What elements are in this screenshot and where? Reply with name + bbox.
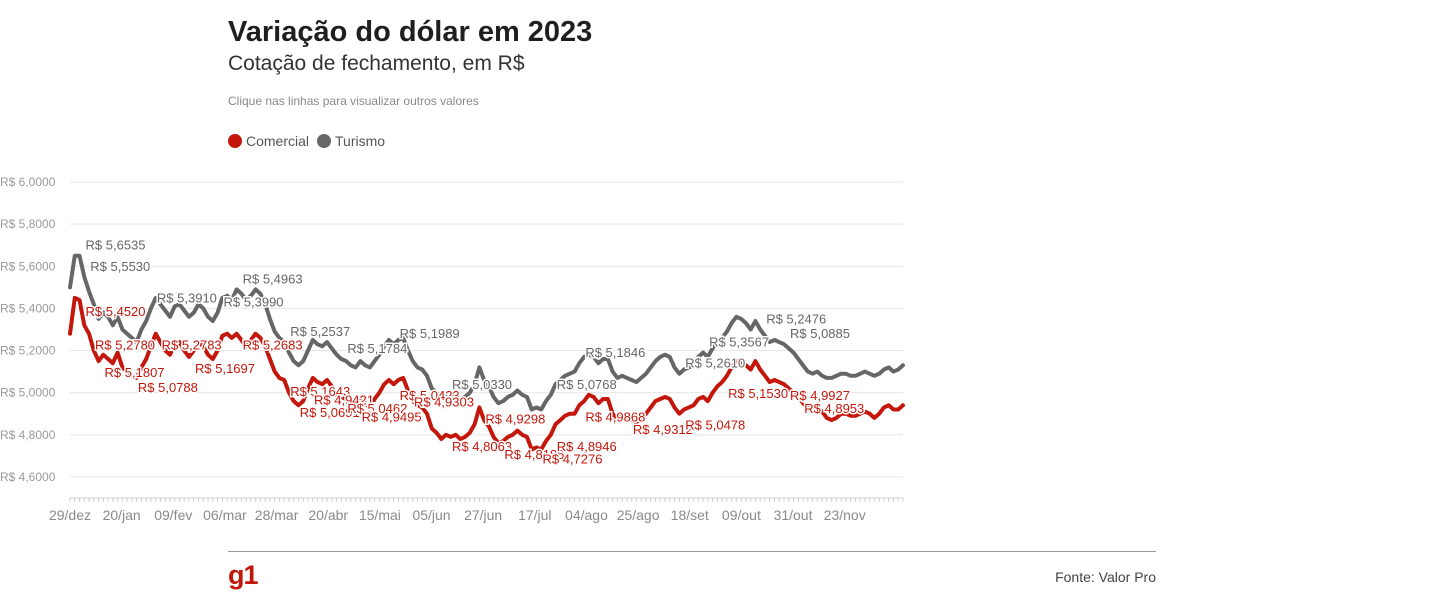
x-tick-label: 31/out <box>774 507 813 523</box>
data-label: R$ 5,1846 <box>585 345 645 360</box>
series-lines[interactable] <box>68 253 905 452</box>
y-axis: R$ 6,0000 R$ 5,8000 R$ 5,6000 R$ 5,4000 R$ 5… <box>0 175 56 484</box>
x-tick-label: 23/nov <box>824 507 866 523</box>
data-label: R$ 5,1530 <box>728 386 788 401</box>
y-tick-label: R$ 5,6000 <box>0 259 56 273</box>
data-label: R$ 5,4520 <box>86 304 146 319</box>
data-label: R$ 4,9312 <box>633 422 693 437</box>
source-note: Fonte: Valor Pro <box>1055 569 1156 585</box>
x-tick-label: 20/abr <box>308 507 348 523</box>
data-label: R$ 5,0462 <box>347 401 407 416</box>
x-tick-label: 25/ago <box>617 507 660 523</box>
data-label: R$ 4,9495 <box>362 409 422 424</box>
data-label: R$ 4,9927 <box>790 388 850 403</box>
y-tick-label: R$ 6,0000 <box>0 175 56 189</box>
y-tick-label: R$ 5,2000 <box>0 344 56 358</box>
chart-title: Variação do dólar em 2023 <box>228 16 593 48</box>
x-tick-label: 05/jun <box>412 507 450 523</box>
data-label: R$ 5,1697 <box>195 361 255 376</box>
data-label: R$ 5,2683 <box>243 338 303 353</box>
chart-card: Variação do dólar em 2023 Cotação de fec… <box>228 0 1156 598</box>
series-line-turismo[interactable] <box>68 253 905 412</box>
legend-item-comercial[interactable]: Comercial <box>228 133 309 149</box>
data-label: R$ 4,8953 <box>804 401 864 416</box>
x-tick-label: 06/mar <box>203 507 247 523</box>
x-axis: 29/dez 20/jan 09/fev 06/mar 28/mar 20/abr 15/m… <box>49 497 904 523</box>
legend-label: Comercial <box>246 133 310 149</box>
data-label: R$ 5,2537 <box>290 324 350 339</box>
y-tick-label: R$ 4,6000 <box>0 470 56 484</box>
data-label: R$ 4,8946 <box>557 439 617 454</box>
x-tick-label: 09/fev <box>154 507 192 523</box>
line-chart: R$ 6,0000 R$ 5,8000 R$ 5,6000 R$ 5,4000 R$ 5… <box>0 175 905 523</box>
data-label: R$ 5,0885 <box>790 326 850 341</box>
legend: Comercial Turismo <box>228 133 393 149</box>
data-label: R$ 5,0478 <box>685 418 745 433</box>
footer-divider <box>228 551 1156 552</box>
chart-subtitle: Cotação de fechamento, em R$ <box>228 52 525 75</box>
data-label: R$ 4,8063 <box>452 439 512 454</box>
legend-dot-icon <box>228 134 242 148</box>
instruction-text: Clique nas linhas para visualizar outros… <box>228 94 479 108</box>
y-tick-label: R$ 5,8000 <box>0 217 56 231</box>
x-tick-label: 20/jan <box>103 507 141 523</box>
data-label: R$ 5,3990 <box>224 295 284 310</box>
x-tick-label: 04/ago <box>565 507 608 523</box>
x-tick-label: 15/mai <box>359 507 401 523</box>
y-tick-label: R$ 5,4000 <box>0 301 56 315</box>
data-label: R$ 4,7276 <box>542 451 602 466</box>
grid <box>70 181 903 478</box>
data-label: R$ 5,1989 <box>400 326 460 341</box>
x-tick-label: 09/out <box>722 507 761 523</box>
legend-dot-icon <box>317 134 332 148</box>
data-label: R$ 5,0330 <box>452 377 512 392</box>
data-label: R$ 5,1807 <box>105 365 165 380</box>
y-tick-label: R$ 4,8000 <box>0 428 56 442</box>
x-tick-label: 29/dez <box>49 507 91 523</box>
x-tick-label: 17/jul <box>518 507 551 523</box>
data-label: R$ 5,6535 <box>86 238 146 253</box>
data-label: R$ 5,0691 <box>300 405 360 420</box>
legend-label: Turismo <box>335 133 386 149</box>
data-label: R$ 5,5530 <box>90 259 150 274</box>
data-label: R$ 4,9303 <box>414 395 474 410</box>
x-tick-label: 27/jun <box>464 507 502 523</box>
data-label: R$ 5,0768 <box>557 377 617 392</box>
data-label: R$ 4,9298 <box>485 411 545 426</box>
series-line-comercial[interactable] <box>68 295 905 452</box>
y-tick-label: R$ 5,0000 <box>0 386 56 400</box>
data-label: R$ 5,2780 <box>95 338 155 353</box>
data-label: R$ 5,0788 <box>138 380 198 395</box>
x-tick-label: 18/set <box>671 507 709 523</box>
data-label: R$ 5,1784 <box>347 341 407 356</box>
data-label: R$ 4,8186 <box>504 447 564 462</box>
data-label: R$ 5,3567 <box>709 335 769 350</box>
data-label: R$ 5,4963 <box>243 271 303 286</box>
data-label: R$ 4,9421 <box>314 392 374 407</box>
g1-logo: g1 <box>228 560 258 590</box>
legend-item-turismo[interactable]: Turismo <box>317 133 385 149</box>
x-tick-label: 28/mar <box>255 507 299 523</box>
data-label: R$ 5,1643 <box>290 384 350 399</box>
data-label: R$ 5,2783 <box>162 338 222 353</box>
data-label: R$ 4,9868 <box>585 409 645 424</box>
data-label: R$ 5,2610 <box>685 356 745 371</box>
data-labels: R$ 5,6535 R$ 5,5530 R$ 5,4520 R$ 5,2780 R$ 5… <box>84 236 866 468</box>
data-label: R$ 5,0423 <box>400 388 460 403</box>
data-label: R$ 5,2476 <box>766 311 826 326</box>
data-label: R$ 5,3910 <box>157 290 217 305</box>
